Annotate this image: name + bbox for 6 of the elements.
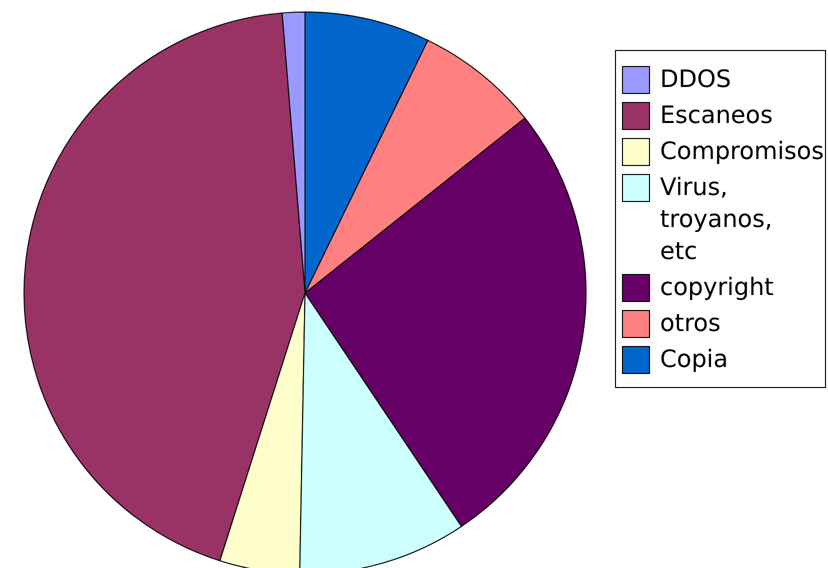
legend-label: copyright	[660, 272, 775, 303]
legend-label: Copia	[660, 344, 730, 375]
legend-label: otros	[660, 308, 722, 339]
legend-label: DDOS	[660, 64, 732, 95]
legend-label: Compromisos	[660, 136, 824, 167]
legend-label: Escaneos	[660, 100, 774, 131]
